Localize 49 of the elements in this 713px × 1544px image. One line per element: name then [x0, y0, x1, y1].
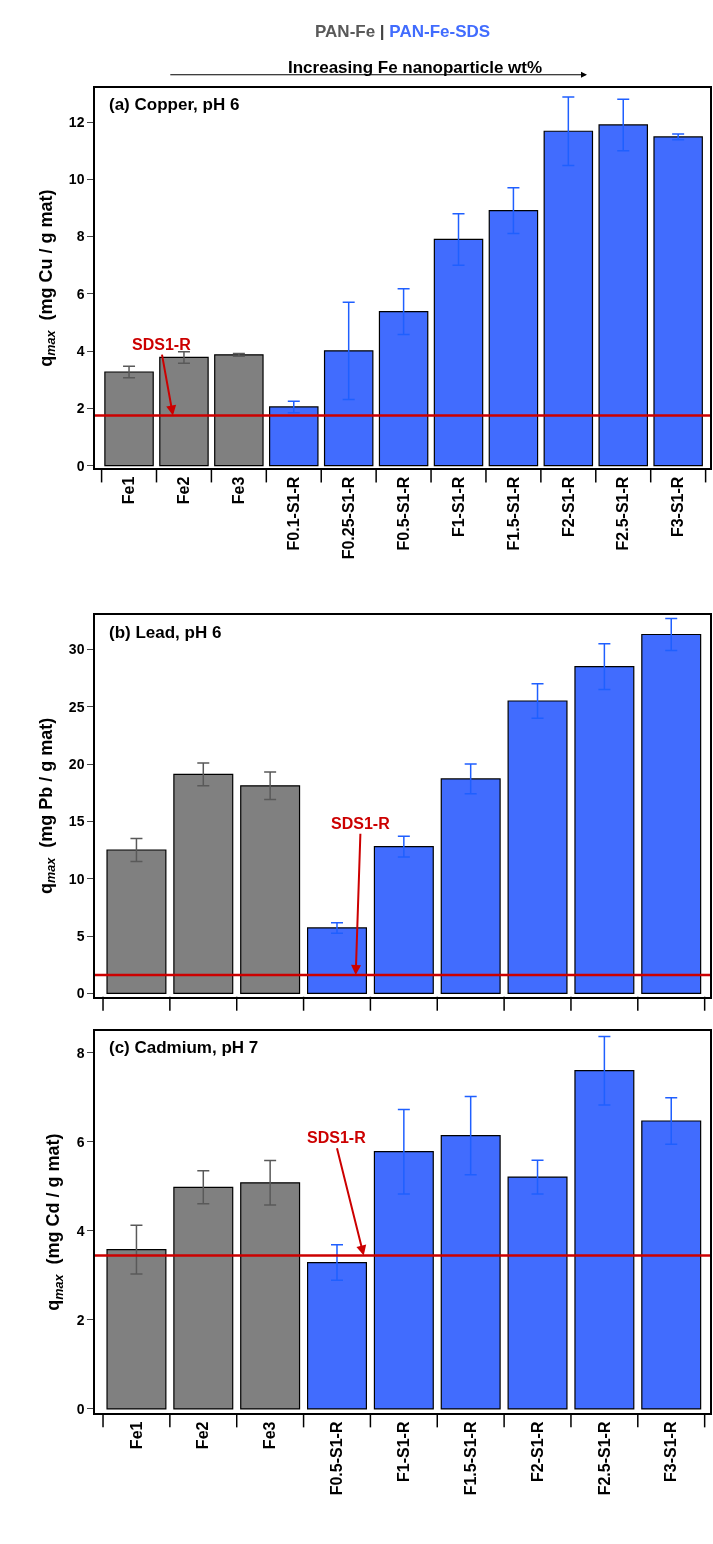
x-tick-label: F0.5-S1-R — [328, 1421, 346, 1496]
x-tick-label: F2-S1-R — [559, 476, 577, 538]
text: | — [379, 22, 385, 41]
x-tick-label: Fe2 — [175, 476, 193, 505]
x-tick-label: F1-S1-R — [449, 476, 467, 538]
x-tick-label: F2-S1-R — [528, 1421, 546, 1483]
y-tick-label: 2 — [76, 400, 85, 417]
x-tick-label: F2.5-S1-R — [614, 476, 632, 551]
y-tick-label: 4 — [76, 343, 85, 359]
ref-line-label: SDS1-R — [331, 815, 391, 832]
y-tick-label: 10 — [68, 870, 85, 887]
x-tick-label: F2.5-S1-R — [595, 1421, 613, 1496]
y-tick-label: 0 — [76, 985, 85, 1002]
y-tick-label: 25 — [68, 698, 85, 715]
x-tick-label: F1.5-S1-R — [461, 1421, 479, 1496]
x-tick-label: Fe3 — [261, 1421, 279, 1450]
x-tick-label: F3-S1-R — [662, 1421, 680, 1483]
text: (b) Lead, pH 6 — [109, 623, 222, 642]
x-tick-label: F0.1-S1-R — [284, 476, 302, 551]
y-tick-label: 30 — [68, 641, 85, 658]
y-tick-label: 5 — [76, 927, 85, 944]
text: PAN-Fe-SDS — [389, 22, 491, 41]
x-tick-label: F3-S1-R — [669, 476, 687, 538]
text: Increasing Fe nanoparticle wt% — [288, 58, 543, 77]
x-tick-label: Fe2 — [194, 1421, 212, 1450]
ref-line-label: SDS1-R — [132, 336, 192, 353]
x-tick-label: F1.5-S1-R — [504, 476, 522, 551]
x-tick-label: F1-S1-R — [395, 1421, 413, 1483]
y-tick-label: 6 — [76, 285, 85, 302]
y-tick-label: 20 — [68, 755, 85, 772]
chart-title: (c) Cadmium, pH 7 — [109, 1038, 259, 1057]
x-tick-label: F0.25-S1-R — [339, 476, 357, 560]
y-tick-label: 0 — [76, 1400, 85, 1417]
y-tick-label: 2 — [76, 1311, 85, 1328]
text: PAN-Fe — [315, 22, 376, 41]
x-tick-label: F0.5-S1-R — [394, 476, 412, 551]
x-tick-label: Fe1 — [127, 1421, 145, 1450]
y-tick-label: 8 — [76, 228, 85, 245]
y-tick-label: 15 — [68, 813, 85, 830]
chart-title: (a) Copper, pH 6 — [109, 95, 240, 114]
y-tick-label: 8 — [76, 1044, 85, 1061]
y-tick-label: 12 — [68, 113, 85, 130]
y-tick-label: 4 — [76, 1222, 85, 1239]
y-tick-label: 6 — [76, 1133, 85, 1150]
y-tick-label: 0 — [76, 457, 85, 474]
ref-line-label: SDS1-R — [307, 1129, 367, 1146]
x-tick-label: Fe1 — [120, 476, 138, 505]
y-tick-label: 10 — [68, 171, 85, 188]
x-tick-label: Fe3 — [230, 476, 248, 505]
